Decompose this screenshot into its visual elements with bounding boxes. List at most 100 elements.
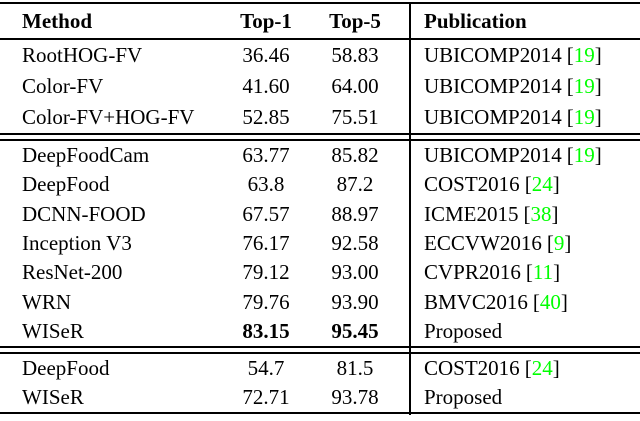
method-cell: WISeR [22, 385, 84, 409]
citation-number: 19 [573, 74, 595, 98]
top1-cell: 63.8 [247, 172, 285, 197]
publication-venue: UBICOMP2014 [424, 105, 562, 129]
publication-venue: ECCVW2016 [424, 230, 542, 255]
publication-venue: Proposed [424, 385, 503, 409]
citation-number: 19 [573, 105, 595, 129]
citation-link[interactable]: [24] [524, 172, 560, 197]
table-row: DCNN-FOOD 67.57 88.97 ICME2015 [38] [0, 200, 640, 229]
top1-cell: 36.46 [242, 43, 290, 67]
table-stack: Method Top-1 Top-5 Publication RootHOG-F… [0, 2, 640, 414]
top1-cell: 54.7 [247, 356, 285, 380]
group-separator-double-rule [0, 346, 640, 354]
citation-number: 40 [539, 289, 561, 314]
method-cell: WRN [22, 289, 71, 314]
top5-cell: 92.58 [331, 230, 379, 255]
table-row: DeepFood 63.8 87.2 COST2016 [24] [0, 170, 640, 199]
citation-link[interactable]: [19] [566, 105, 602, 129]
top5-cell: 81.5 [336, 356, 374, 380]
citation-number: 19 [573, 143, 595, 168]
group-separator-double-rule [0, 133, 640, 141]
header-method: Method [22, 8, 92, 33]
top1-cell: 52.85 [242, 105, 290, 129]
citation-link[interactable]: [19] [566, 143, 602, 168]
table-row: Inception V3 76.17 92.58 ECCVW2016 [9] [0, 229, 640, 258]
table-row: DeepFoodCam 63.77 85.82 UBICOMP2014 [19] [0, 141, 640, 170]
top5-cell: 58.83 [331, 43, 379, 67]
table-bottom-rule [0, 412, 640, 414]
top1-cell: 41.60 [242, 74, 290, 98]
citation-number: 24 [531, 172, 553, 197]
citation-number: 9 [553, 230, 565, 255]
publication-venue: COST2016 [424, 356, 520, 380]
citation-link[interactable]: [19] [566, 43, 602, 67]
publication-cell: Proposed [408, 319, 640, 344]
table-top-rule [0, 2, 640, 4]
table-row: Color-FV+HOG-FV 52.85 75.51 UBICOMP2014[… [0, 102, 640, 133]
header-top1: Top-1 [240, 8, 292, 33]
table-row: DeepFood 54.7 81.5 COST2016 [24] [0, 354, 640, 383]
method-cell: Inception V3 [22, 230, 132, 255]
top1-cell: 79.12 [242, 260, 290, 285]
table-row: WISeR 83.15 95.45 Proposed [0, 317, 640, 346]
publication-cell: UBICOMP2014 [19] [408, 43, 640, 68]
top1-cell: 67.57 [242, 201, 290, 226]
publication-cell: UBICOMP2014 [19] [408, 105, 640, 130]
citation-link[interactable]: [40] [532, 289, 568, 314]
publication-cell: COST2016 [24] [408, 356, 640, 381]
method-cell: WISeR [22, 318, 84, 343]
top1-cell: 72.71 [242, 385, 290, 409]
publication-cell: ICME2015 [38] [408, 202, 640, 227]
top1-cell: 83.15 [242, 318, 290, 343]
citation-number: 19 [573, 43, 595, 67]
table-header-row: Method Top-1 Top-5 Publication [0, 4, 640, 38]
table-row: WRN 79.76 93.90 BMVC2016 [40] [0, 287, 640, 316]
citation-link[interactable]: [11] [525, 260, 561, 285]
top5-cell: 93.78 [331, 385, 379, 409]
publication-cell: UBICOMP2014 [19] [408, 143, 640, 168]
top5-cell: 75.51 [331, 105, 379, 129]
table-row: WISeR 72.71 93.78 Proposed [0, 383, 640, 412]
table-row: RootHOG-FV 36.46 58.83 UBICOMP2014 [19] [0, 40, 640, 71]
table-group-deep-learning: DeepFoodCam 63.77 85.82 UBICOMP2014 [19] … [0, 141, 640, 346]
publication-venue: Proposed [424, 318, 503, 343]
citation-number: 38 [530, 201, 552, 226]
citation-link[interactable]: [9] [546, 230, 572, 255]
table-group-additional: DeepFood 54.7 81.5 COST2016 [24] WISeR 72… [0, 354, 640, 412]
citation-link[interactable]: [38] [523, 201, 559, 226]
method-cell: DCNN-FOOD [22, 201, 146, 226]
publication-cell: CVPR2016 [11] [408, 260, 640, 285]
top5-cell: 64.00 [331, 74, 379, 98]
header-publication: Publication [424, 8, 527, 33]
publication-cell: BMVC2016 [40] [408, 290, 640, 315]
column-divider [409, 2, 411, 415]
top5-cell: 87.2 [336, 172, 374, 197]
table-group-handcrafted: RootHOG-FV 36.46 58.83 UBICOMP2014 [19] C… [0, 40, 640, 133]
citation-link[interactable]: [24] [524, 356, 560, 380]
publication-venue: BMVC2016 [424, 289, 528, 314]
citation-link[interactable]: [19] [566, 74, 602, 98]
publication-cell: UBICOMP2014 [19] [408, 74, 640, 99]
header-top5: Top-5 [329, 8, 381, 33]
method-cell: Color-FV [22, 74, 104, 98]
publication-venue: UBICOMP2014 [424, 74, 562, 98]
top1-cell: 79.76 [242, 289, 290, 314]
method-cell: DeepFood [22, 172, 110, 197]
table-row: Color-FV 41.60 64.00 UBICOMP2014 [19] [0, 71, 640, 102]
method-cell: DeepFood [22, 356, 110, 380]
publication-venue: CVPR2016 [424, 260, 521, 285]
top5-cell: 88.97 [331, 201, 379, 226]
method-cell: ResNet-200 [22, 260, 123, 285]
top5-cell: 95.45 [331, 318, 379, 343]
publication-venue: COST2016 [424, 172, 520, 197]
publication-cell: COST2016 [24] [408, 172, 640, 197]
publication-venue: UBICOMP2014 [424, 43, 562, 67]
method-cell: Color-FV+HOG-FV [22, 105, 195, 129]
top5-cell: 93.00 [331, 260, 379, 285]
method-cell: DeepFoodCam [22, 143, 150, 168]
citation-number: 24 [531, 356, 553, 380]
top5-cell: 93.90 [331, 289, 379, 314]
publication-venue: ICME2015 [424, 201, 519, 226]
top1-cell: 63.77 [242, 143, 290, 168]
top5-cell: 85.82 [331, 143, 379, 168]
